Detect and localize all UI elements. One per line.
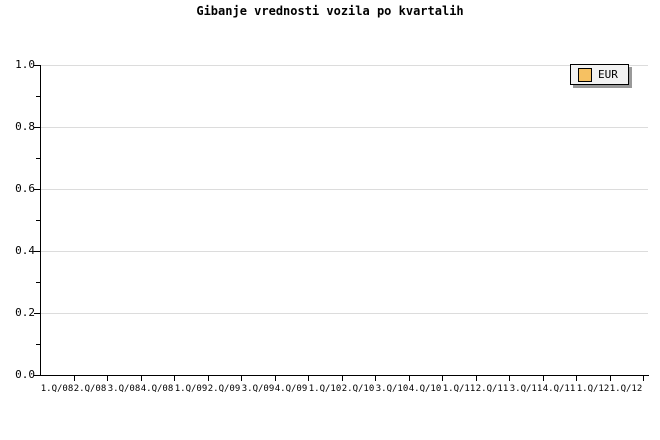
legend-label-eur: EUR xyxy=(598,67,618,81)
x-tick-label: 4.Q/08 xyxy=(140,384,174,394)
y-major-tick xyxy=(34,127,40,128)
y-grid-line xyxy=(41,313,648,314)
x-tick xyxy=(308,376,309,381)
x-tick-label: 1.Q/12 xyxy=(576,384,610,394)
x-tick xyxy=(275,376,276,381)
x-tick xyxy=(174,376,175,381)
x-tick xyxy=(107,376,108,381)
x-tick-label: 4.Q/09 xyxy=(274,384,308,394)
x-tick xyxy=(576,376,577,381)
x-tick-label: 2.Q/10 xyxy=(341,384,375,394)
y-grid-line xyxy=(41,65,648,66)
y-tick-label: 0.4 xyxy=(15,244,35,257)
x-tick xyxy=(409,376,410,381)
x-tick-label: 4.Q/10 xyxy=(408,384,442,394)
x-tick-label: 1.Q/09 xyxy=(174,384,208,394)
x-tick xyxy=(241,376,242,381)
x-tick xyxy=(509,376,510,381)
y-tick-label: 0.2 xyxy=(15,306,35,319)
x-tick-label: 1.Q/10 xyxy=(308,384,342,394)
x-tick-label: 1.Q/12 xyxy=(609,384,643,394)
x-tick xyxy=(442,376,443,381)
x-tick-label: 3.Q/08 xyxy=(107,384,141,394)
chart-title: Gibanje vrednosti vozila po kvartalih xyxy=(196,4,464,18)
legend-swatch-icon xyxy=(578,67,592,82)
y-tick-label: 0.0 xyxy=(15,368,35,381)
x-tick xyxy=(375,376,376,381)
x-tick xyxy=(342,376,343,381)
y-minor-tick xyxy=(36,282,40,283)
x-tick-label: 2.Q/08 xyxy=(73,384,107,394)
x-tick xyxy=(74,376,75,381)
y-minor-tick xyxy=(36,158,40,159)
x-tick xyxy=(476,376,477,381)
x-tick-label: 4.Q/11 xyxy=(542,384,576,394)
x-tick xyxy=(610,376,611,381)
legend: EUR xyxy=(570,64,629,85)
y-minor-tick xyxy=(36,96,40,97)
y-major-tick xyxy=(34,65,40,66)
x-axis-line xyxy=(40,375,649,376)
x-tick xyxy=(208,376,209,381)
y-grid-line xyxy=(41,189,648,190)
y-tick-label: 1.0 xyxy=(15,58,35,71)
x-tick-label: 1.Q/11 xyxy=(442,384,476,394)
y-grid-line xyxy=(41,251,648,252)
y-tick-label: 0.8 xyxy=(15,120,35,133)
y-grid-line xyxy=(41,127,648,128)
y-axis-line xyxy=(40,65,41,376)
x-tick xyxy=(643,376,644,381)
y-major-tick xyxy=(34,313,40,314)
x-tick-label: 3.Q/09 xyxy=(241,384,275,394)
x-tick xyxy=(141,376,142,381)
y-major-tick xyxy=(34,375,40,376)
y-tick-label: 0.6 xyxy=(15,182,35,195)
y-major-tick xyxy=(34,189,40,190)
y-major-tick xyxy=(34,251,40,252)
x-tick-label: 3.Q/11 xyxy=(509,384,543,394)
x-tick-label: 2.Q/09 xyxy=(207,384,241,394)
x-tick-label: 3.Q/10 xyxy=(375,384,409,394)
y-minor-tick xyxy=(36,220,40,221)
x-tick-label: 2.Q/11 xyxy=(475,384,509,394)
x-tick xyxy=(543,376,544,381)
y-minor-tick xyxy=(36,344,40,345)
x-tick-label: 1.Q/08 xyxy=(40,384,74,394)
